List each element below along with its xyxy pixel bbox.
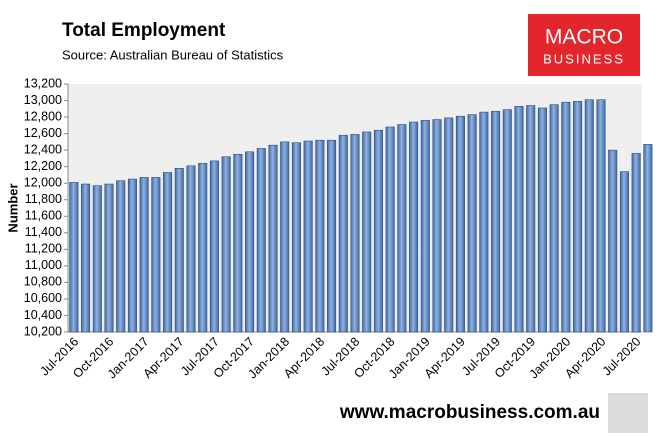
- y-tick-label: 13,200: [24, 76, 62, 90]
- bar: [455, 115, 465, 333]
- y-tick-label: 10,800: [24, 275, 62, 289]
- y-tick-label: 12,000: [24, 175, 62, 189]
- bar: [397, 124, 407, 333]
- y-tick-label: 11,400: [25, 225, 62, 239]
- y-tick-label: 10,200: [24, 324, 62, 338]
- bar: [537, 107, 547, 333]
- bar: [420, 120, 430, 333]
- bar: [268, 144, 278, 333]
- bar: [151, 177, 161, 333]
- bar: [163, 172, 173, 333]
- bar: [280, 141, 290, 333]
- bar: [174, 168, 184, 333]
- bar: [69, 182, 79, 333]
- bar: [596, 99, 606, 333]
- bar: [409, 121, 419, 333]
- y-tick-label: 12,600: [24, 126, 62, 140]
- logo-box: [528, 14, 640, 76]
- bar: [479, 111, 489, 333]
- footer: www.macrobusiness.com.au: [339, 402, 600, 423]
- y-tick-label: 13,000: [24, 93, 62, 107]
- bar: [619, 171, 629, 333]
- bar: [303, 140, 313, 333]
- bar: [584, 99, 594, 333]
- bar: [608, 149, 618, 333]
- bar: [198, 163, 208, 333]
- bar: [221, 156, 231, 333]
- chart-subtitle: Source: Australian Bureau of Statistics: [62, 47, 284, 62]
- bar: [139, 177, 149, 333]
- y-tick-label: 12,200: [24, 159, 62, 173]
- bar: [104, 183, 114, 333]
- bar: [373, 129, 383, 333]
- bar: [631, 153, 641, 333]
- y-tick-label: 11,800: [25, 192, 62, 206]
- bar: [291, 142, 301, 333]
- y-tick-label: 11,000: [25, 258, 62, 272]
- bar: [209, 160, 219, 333]
- bar: [315, 139, 325, 333]
- y-tick-label: 12,800: [24, 109, 62, 123]
- bar: [526, 105, 536, 333]
- chart-title: Total Employment: [62, 20, 226, 41]
- logo-text: MACRO: [545, 26, 623, 49]
- bar: [444, 117, 454, 333]
- bar: [502, 109, 512, 333]
- y-tick-label: 11,200: [25, 242, 62, 256]
- bar: [561, 101, 571, 333]
- bar: [256, 148, 266, 333]
- bar: [467, 114, 477, 333]
- bar: [643, 144, 653, 333]
- bar: [186, 165, 196, 333]
- bar: [350, 134, 360, 333]
- bar: [573, 101, 583, 333]
- bar: [233, 153, 243, 333]
- bar: [362, 131, 372, 333]
- bar: [514, 106, 524, 333]
- y-tick-label: 10,400: [24, 308, 62, 322]
- y-axis-label: Number: [5, 183, 20, 232]
- y-tick-label: 11,600: [25, 209, 62, 223]
- logo-icon: [608, 393, 648, 433]
- x-tick-label: Jul-2020: [600, 335, 644, 379]
- bar: [327, 139, 337, 333]
- bar: [116, 180, 126, 333]
- bar: [385, 126, 395, 333]
- bar: [127, 178, 137, 333]
- y-tick-label: 10,600: [24, 291, 62, 305]
- bar: [92, 185, 102, 333]
- bar: [491, 110, 501, 333]
- bar: [432, 119, 442, 333]
- y-tick-label: 12,400: [24, 142, 62, 156]
- bar: [81, 183, 91, 333]
- bar: [338, 134, 348, 333]
- logo-text: BUSINESS: [543, 51, 625, 66]
- bar: [549, 104, 559, 333]
- bar: [245, 151, 255, 333]
